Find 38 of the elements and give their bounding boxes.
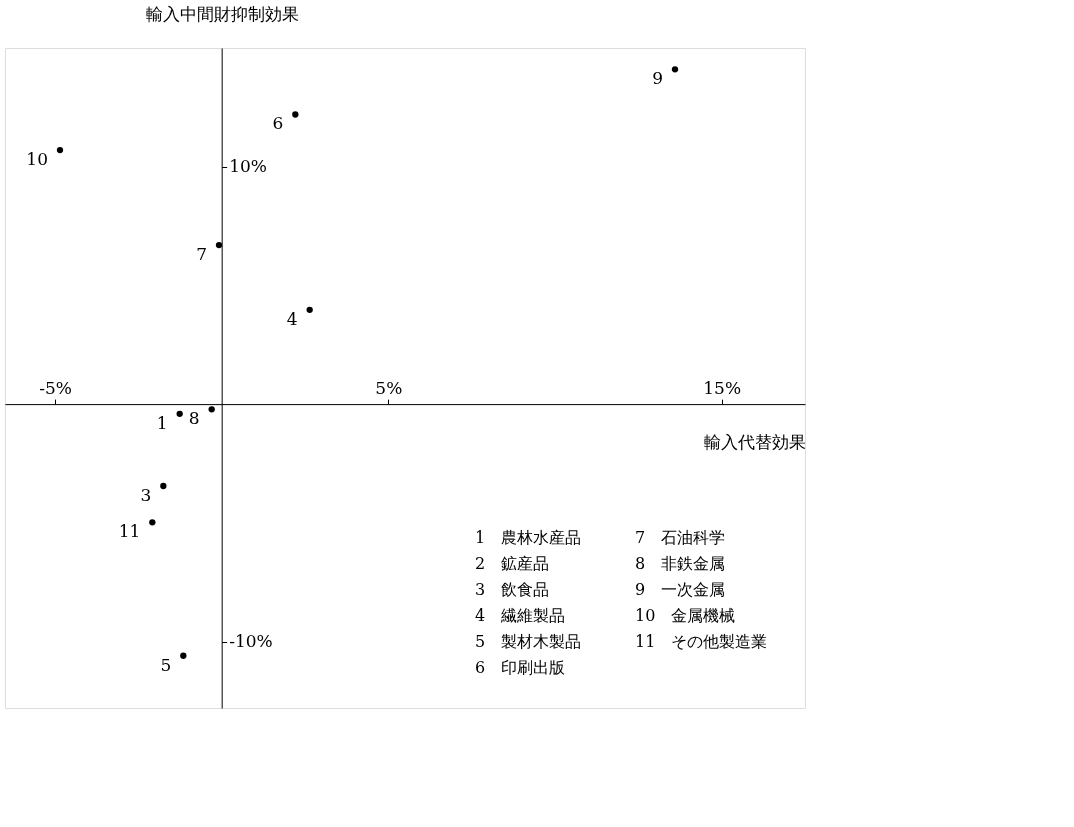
series-label: 10 [26,149,48,170]
point [292,111,299,118]
point [180,652,187,659]
x-axis-title: 輸入代替効果 [703,431,806,452]
point [215,241,223,249]
series-label: 11 [118,521,141,542]
annotation: 11 その他製造業 [635,632,768,651]
point [671,66,679,73]
y-tick-label: 10% [229,156,267,177]
annotation: 10 金属機械 [635,606,736,625]
annotation: 5 製材木製品 [475,632,582,651]
y-tick-label: -10% [229,631,273,652]
series-label: 3 [140,485,152,506]
point [56,146,64,154]
x-tick-label: 5% [375,377,403,398]
annotation: 3 飲食品 [475,580,550,599]
series-label: 7 [196,244,207,265]
series-label: 1 [156,412,168,433]
point [149,519,156,526]
annotation: 7 石油科学 [635,528,726,547]
series-label: 9 [652,68,663,89]
annotation: 2 鉱産品 [475,554,550,573]
point [160,482,167,490]
point [176,410,183,417]
point [306,306,313,314]
annotation: 4 繊維製品 [475,606,566,625]
annotation: 1 農林水産品 [475,528,582,547]
y-axis-title: 輸入中間財抑制効果 [145,3,299,24]
series-label: 6 [272,113,284,134]
series-label: 5 [160,654,172,675]
series-label: 8 [188,408,200,429]
series-label: 4 [286,308,298,329]
annotation: 8 非鉄金属 [635,554,726,573]
x-tick-label: -5% [39,377,72,398]
annotation: 6 印刷出版 [475,658,566,677]
x-tick-label: 15% [703,377,742,398]
point [208,406,215,413]
annotation: 9 一次金属 [635,580,726,599]
